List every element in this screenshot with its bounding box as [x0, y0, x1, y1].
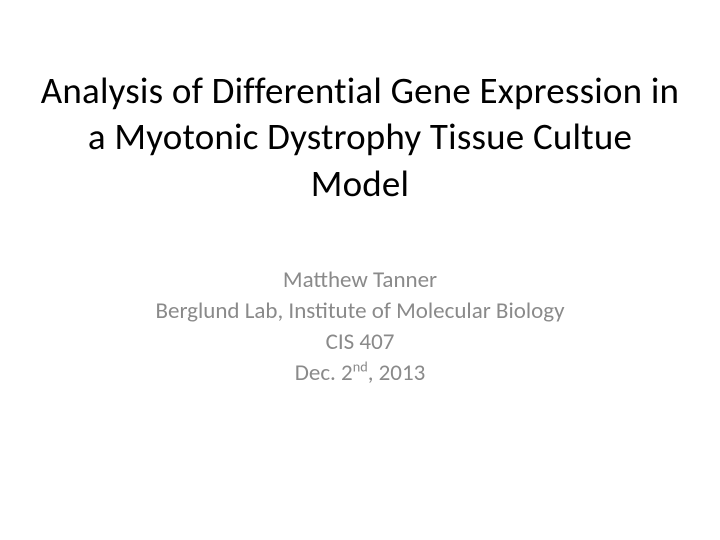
course-line: CIS 407	[156, 327, 565, 358]
date-ordinal: nd	[353, 357, 368, 375]
author-line: Matthew Tanner	[156, 265, 565, 296]
slide-title: Analysis of Differential Gene Expression…	[40, 68, 680, 207]
date-line: Dec. 2nd, 2013	[156, 358, 565, 389]
affiliation-line: Berglund Lab, Institute of Molecular Bio…	[156, 296, 565, 327]
subtitle-block: Matthew Tanner Berglund Lab, Institute o…	[156, 265, 565, 389]
date-suffix: , 2013	[368, 359, 426, 387]
slide: Analysis of Differential Gene Expression…	[0, 0, 720, 540]
date-prefix: Dec. 2	[295, 359, 353, 387]
